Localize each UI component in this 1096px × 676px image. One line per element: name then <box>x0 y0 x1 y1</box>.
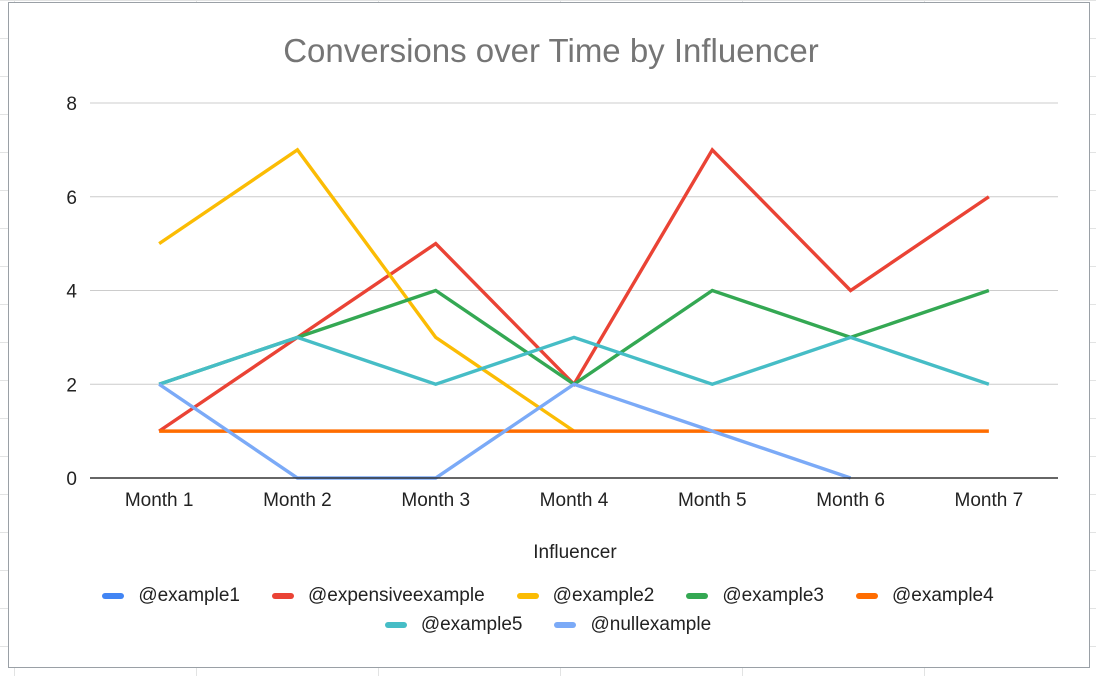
legend-swatch <box>384 622 407 628</box>
x-tick-label: Month 6 <box>816 490 885 511</box>
y-tick-label: 8 <box>66 94 77 115</box>
legend-item-nullexample[interactable]: @nullexample <box>554 614 711 636</box>
gridlines <box>90 102 1058 385</box>
legend-row-2: @example5 @nullexample <box>0 614 1096 636</box>
y-tick-label: 6 <box>66 188 77 209</box>
y-tick-label: 2 <box>66 375 77 396</box>
chart-title: Conversions over Time by Influencer <box>283 32 819 69</box>
x-axis-title: Influencer <box>533 542 617 563</box>
x-tick-label: Month 7 <box>955 490 1024 511</box>
chart-card[interactable] <box>8 2 1090 668</box>
y-axis-ticks: 0 2 4 6 8 <box>66 94 77 490</box>
y-tick-label: 4 <box>66 282 77 303</box>
legend-item-example5[interactable]: @example5 <box>384 614 523 636</box>
x-tick-label: Month 4 <box>540 490 609 511</box>
x-tick-label: Month 3 <box>401 490 470 511</box>
legend-label: @nullexample <box>590 614 712 635</box>
series-line-nullexample <box>158 382 852 480</box>
legend-row-1: @example1 @expensiveexample @example2 @exam… <box>0 585 1096 607</box>
legend-swatch <box>102 593 125 599</box>
legend-label: @example2 <box>552 585 655 606</box>
series-line-example5 <box>158 335 990 387</box>
series-lines <box>158 147 990 480</box>
legend-label: @example4 <box>892 585 994 606</box>
x-axis-ticks: Month 1 Month 2 Month 3 Month 4 Month 5 Month… <box>125 490 1023 511</box>
x-tick-label: Month 2 <box>263 490 332 511</box>
legend-label: @example5 <box>420 614 523 635</box>
legend-item-example1[interactable]: @example1 <box>102 585 240 607</box>
legend-item-example2[interactable]: @example2 <box>516 585 655 607</box>
legend-swatch <box>856 593 878 599</box>
legend-swatch <box>686 593 709 599</box>
legend-label: @example1 <box>138 585 240 606</box>
legend-item-example3[interactable]: @example3 <box>686 585 824 607</box>
legend-swatch <box>271 593 294 599</box>
x-tick-label: Month 5 <box>678 490 747 511</box>
legend-label: @expensiveexample <box>307 585 485 606</box>
x-tick-label: Month 1 <box>125 490 194 511</box>
legend-item-expensiveexample[interactable]: @expensiveexample <box>271 585 485 607</box>
legend-item-example4[interactable]: @example4 <box>856 585 994 607</box>
series-line-example2 <box>158 147 575 433</box>
legend-label: @example3 <box>722 585 824 606</box>
y-tick-label: 0 <box>66 469 77 490</box>
legend-swatch <box>516 593 539 599</box>
legend-swatch <box>554 622 577 628</box>
